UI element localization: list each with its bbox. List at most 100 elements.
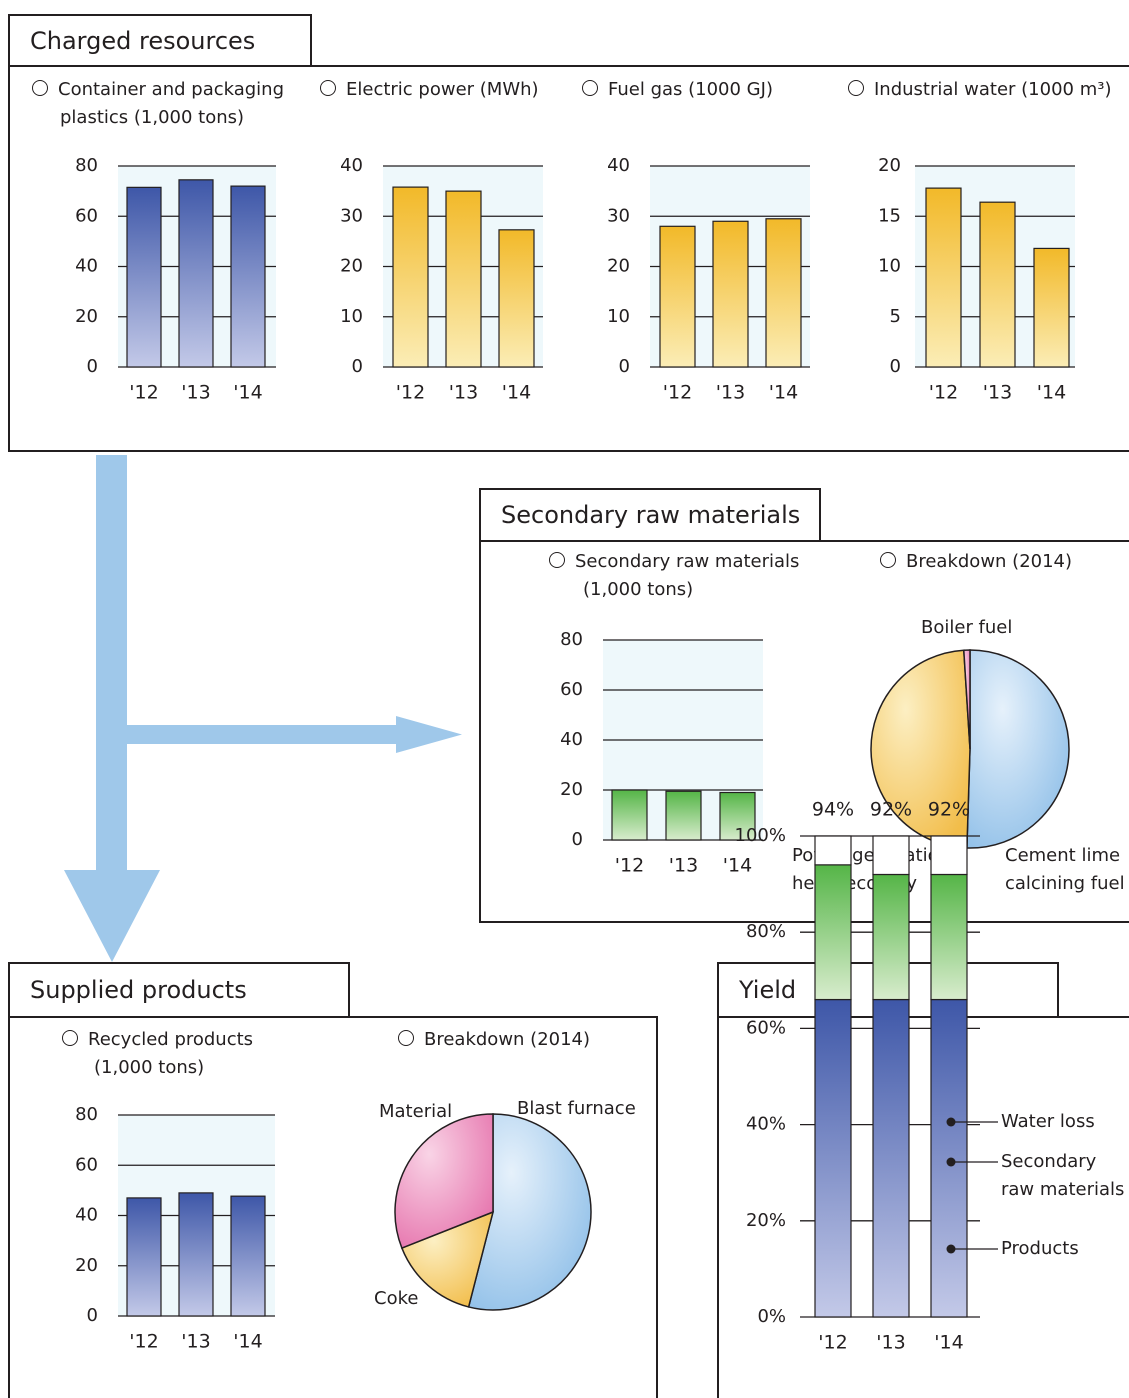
water-title: Industrial water (1000 m³) [874, 79, 1112, 100]
electric-y-tick-label: 10 [340, 306, 363, 327]
secondary-y-tick-label: 20 [560, 779, 583, 800]
secondary_pie-slice [870, 649, 971, 849]
secondary-y-tick-label: 40 [560, 729, 583, 750]
water-bar [925, 187, 962, 368]
secondary_pie-slice-label: Boiler fuel [921, 617, 1012, 638]
plastics-title-line2: plastics (1,000 tons) [60, 107, 245, 128]
electric-y-tick-label: 40 [340, 155, 363, 176]
secondary-bar [719, 791, 756, 841]
electric-y-tick-label: 20 [340, 256, 363, 277]
secondary_pie-slice [966, 649, 1070, 849]
circle-bullet-icon [398, 1030, 414, 1046]
yield-x-tick-label: '13 [876, 1332, 905, 1354]
yield-y-tick-label: 80% [746, 921, 786, 942]
yield-bar-water-loss [930, 835, 968, 876]
supplied-products-title: Supplied products [8, 962, 350, 1018]
yield-y-tick-label: 60% [746, 1017, 786, 1038]
yield-y-tick-label: 0% [757, 1306, 786, 1327]
secondary-chart-title: Secondary raw materials (1,000 tons) [549, 548, 799, 604]
plastics-bar [126, 186, 162, 368]
electric-title: Electric power (MWh) [346, 79, 539, 100]
recycled-bar [126, 1197, 162, 1317]
fuelgas-title: Fuel gas (1000 GJ) [608, 79, 773, 100]
circle-bullet-icon [549, 552, 565, 568]
recycled-x-tick-label: '13 [181, 1331, 210, 1353]
circle-bullet-icon [320, 80, 336, 96]
yield-x-tick-label: '14 [934, 1332, 963, 1354]
recycled-x-tick-label: '12 [129, 1331, 158, 1353]
fuelgas-x-tick-label: '12 [663, 382, 692, 404]
recycled-x-tick-label: '14 [233, 1331, 262, 1353]
electric-bar [498, 229, 535, 368]
fuelgas-y-tick-label: 30 [607, 205, 630, 226]
recycled-y-tick-label: 60 [75, 1154, 98, 1175]
fuelgas-bar [659, 225, 696, 368]
plastics-y-tick-label: 80 [75, 155, 98, 176]
yield-series-label: Secondary [1001, 1151, 1097, 1172]
electric-y-tick-label: 30 [340, 205, 363, 226]
fuelgas-x-tick-label: '14 [769, 382, 798, 404]
yield-bar-secondary-raw-materials [872, 873, 910, 1001]
recycled-y-tick-label: 40 [75, 1205, 98, 1226]
flow-arrow [64, 455, 462, 962]
recycled-y-tick-label: 20 [75, 1255, 98, 1276]
yield-total-label: 92% [928, 799, 970, 821]
plastics-y-tick-label: 20 [75, 306, 98, 327]
secondary-breakdown-text: Breakdown (2014) [906, 551, 1073, 572]
water-y-tick-label: 20 [878, 155, 901, 176]
yield-bar-secondary-raw-materials [930, 873, 968, 1001]
plastics-y-tick-label: 40 [75, 256, 98, 277]
supplied_pie-slice-label: Coke [374, 1288, 418, 1309]
yield-bar-water-loss [814, 835, 852, 866]
water-x-tick-label: '14 [1037, 382, 1066, 404]
fuelgas-bar [765, 218, 802, 368]
yield-series-label: Water loss [1001, 1111, 1095, 1132]
recycled-chart-title: Recycled products (1,000 tons) [62, 1026, 253, 1082]
secondary-raw-materials-title: Secondary raw materials [479, 488, 821, 542]
electric-x-tick-label: '14 [502, 382, 531, 404]
recycled-title-line1: Recycled products [88, 1029, 254, 1050]
secondary-x-tick-label: '13 [669, 855, 698, 877]
supplied_pie-slice [400, 1210, 495, 1308]
fuelgas-y-tick-label: 0 [619, 356, 630, 377]
secondary_pie-slice-label: Cement lime [1005, 845, 1120, 866]
circle-bullet-icon [880, 552, 896, 568]
water-y-tick-label: 15 [878, 205, 901, 226]
supplied-breakdown-title: Breakdown (2014) [398, 1026, 590, 1054]
recycled-y-tick-label: 80 [75, 1104, 98, 1125]
yield-bar-water-loss [872, 835, 910, 876]
secondary-x-tick-label: '14 [723, 855, 752, 877]
electric-x-tick-label: '13 [449, 382, 478, 404]
yield-series-label: raw materials [1001, 1179, 1124, 1200]
secondary-bar [611, 789, 648, 841]
secondary-y-tick-label: 60 [560, 679, 583, 700]
water-y-tick-label: 10 [878, 256, 901, 277]
yield-y-tick-label: 20% [746, 1210, 786, 1231]
fuelgas-bar [712, 220, 749, 368]
water-bar [979, 201, 1016, 368]
recycled-y-tick-label: 0 [87, 1305, 98, 1326]
yield-bar-products [872, 998, 910, 1318]
plastics-x-tick-label: '12 [129, 382, 158, 404]
plastics-y-tick-label: 0 [87, 356, 98, 377]
plastics-bar [230, 185, 266, 368]
water-y-tick-label: 0 [890, 356, 901, 377]
electric-chart-title: Electric power (MWh) [320, 76, 539, 104]
yield-y-tick-label: 40% [746, 1114, 786, 1135]
charged-resources-title-text: Charged resources [30, 26, 256, 55]
secondary-bar [665, 790, 702, 841]
secondary-x-tick-label: '12 [615, 855, 644, 877]
electric-x-tick-label: '12 [396, 382, 425, 404]
yield-total-label: 92% [870, 799, 912, 821]
yield-bar-secondary-raw-materials [814, 864, 852, 1001]
secondary-title-line1: Secondary raw materials [575, 551, 800, 572]
secondary_pie-slice-label: calcining fuel [1005, 873, 1125, 894]
charged-resources-title: Charged resources [8, 14, 312, 67]
secondary-y-tick-label: 0 [572, 829, 583, 850]
plastics-chart-title: Container and packaging plastics (1,000 … [32, 76, 284, 132]
electric-bar [445, 190, 482, 368]
supplied_pie-slice-label: Material [379, 1101, 452, 1122]
supplied-products-title-text: Supplied products [30, 976, 247, 1004]
secondary-y-tick-label: 80 [560, 629, 583, 650]
recycled-bar [230, 1195, 266, 1317]
